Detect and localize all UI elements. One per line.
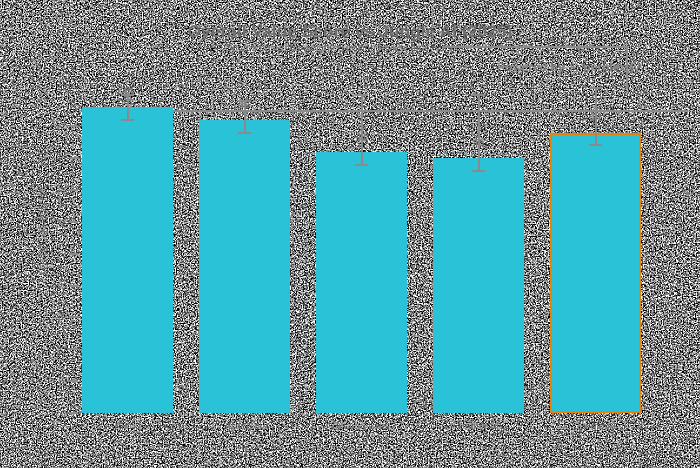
annotation-leader-line — [442, 46, 628, 48]
y-tick-label: 15 — [56, 312, 66, 322]
x-tick-label: Jungle AI — [574, 421, 617, 432]
y-tick-mark — [69, 221, 78, 223]
error-bar-whisker — [594, 88, 597, 145]
y-tick-mark — [69, 285, 78, 287]
watermark-brand: perplexity — [583, 60, 640, 74]
reference-line — [100, 110, 688, 112]
error-bar-cap-top — [238, 100, 251, 102]
error-bar-cap-bottom — [355, 164, 368, 166]
y-tick-mark — [69, 189, 78, 191]
annotation-leader-line — [626, 46, 628, 89]
bar-value-label: 40 — [472, 137, 485, 149]
bar-value-label: 46 — [238, 99, 251, 111]
bar-1 — [82, 107, 173, 413]
bar-value-label: 41 — [355, 131, 368, 143]
bar-2 — [199, 120, 290, 413]
watermark: Powered by ✳ perplexity — [497, 60, 642, 74]
error-bar-cap-bottom — [121, 119, 134, 121]
y-tick-mark — [69, 125, 78, 127]
error-bar-cap-top — [472, 94, 485, 96]
watermark-prefix: Powered by — [497, 60, 565, 74]
chart-title: Overall Value Score vs Jungle AI (2025) — [187, 22, 513, 41]
y-tick-label: 0 — [61, 408, 66, 418]
y-tick-label: 45 — [56, 121, 66, 131]
y-tick-mark — [69, 380, 78, 382]
y-tick-label: 40 — [56, 153, 66, 163]
y-tick-mark — [69, 253, 78, 255]
chart-subtitle: Scores based on weighted pricing review … — [225, 43, 447, 54]
error-bar-whisker — [243, 101, 246, 133]
y-tick-mark — [69, 348, 78, 350]
y-tick-label: 35 — [56, 185, 66, 195]
y-tick-label: 20 — [56, 281, 66, 291]
error-bar-whisker — [360, 95, 363, 165]
error-bar-cap-top — [355, 94, 368, 96]
error-bar-cap-top — [589, 87, 602, 89]
y-tick-mark — [69, 412, 78, 414]
y-tick-label: 30 — [56, 217, 66, 227]
error-bar-cap-bottom — [238, 132, 251, 134]
error-bar-cap-bottom — [589, 144, 602, 146]
bar-value-label: 44 — [589, 112, 602, 124]
bar-5 — [550, 133, 641, 413]
x-tick-label: Quetzal — [227, 421, 262, 432]
x-tick-label: Panther ML — [452, 421, 505, 432]
y-tick-label: 25 — [56, 249, 66, 259]
y-tick-label: 5 — [61, 376, 66, 386]
bar-3 — [316, 152, 407, 413]
error-bar-cap-bottom — [472, 170, 485, 172]
bar-value-label: 48 — [121, 86, 134, 98]
error-bar-whisker — [126, 95, 129, 120]
x-tick-label: Toucan Labs — [333, 421, 390, 432]
error-bar-whisker — [477, 95, 480, 171]
y-tick-mark — [69, 316, 78, 318]
bar-4 — [433, 158, 524, 413]
y-tick-label: 10 — [56, 344, 66, 354]
perplexity-logo-icon: ✳ — [568, 59, 580, 75]
x-tick-label: Kumo — [114, 421, 141, 432]
error-bar-cap-top — [121, 94, 134, 96]
y-tick-mark — [69, 157, 78, 159]
